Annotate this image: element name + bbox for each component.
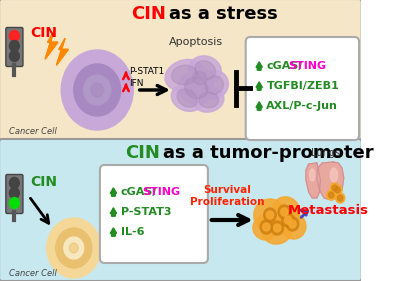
Text: TGFBI/ZEB1: TGFBI/ZEB1 (266, 81, 339, 91)
Text: Metastasis: Metastasis (288, 203, 369, 216)
Text: P-STAT1: P-STAT1 (130, 67, 165, 76)
Ellipse shape (254, 199, 286, 231)
Ellipse shape (310, 169, 315, 181)
Circle shape (10, 187, 19, 198)
Circle shape (328, 192, 334, 198)
Circle shape (47, 218, 101, 278)
Circle shape (332, 185, 338, 191)
Circle shape (69, 243, 78, 253)
Circle shape (260, 220, 273, 234)
Polygon shape (110, 208, 117, 216)
Circle shape (333, 185, 342, 195)
Circle shape (10, 178, 19, 189)
Ellipse shape (330, 168, 338, 182)
Polygon shape (256, 82, 262, 90)
Circle shape (273, 224, 281, 232)
Circle shape (336, 193, 345, 203)
Ellipse shape (189, 56, 221, 84)
Ellipse shape (262, 216, 292, 244)
Circle shape (61, 50, 133, 130)
Ellipse shape (194, 88, 224, 112)
Text: Apoptosis: Apoptosis (169, 37, 223, 47)
Circle shape (278, 205, 291, 219)
Circle shape (266, 211, 273, 219)
Ellipse shape (189, 68, 211, 88)
Ellipse shape (276, 207, 300, 229)
Text: STING: STING (288, 61, 326, 71)
Polygon shape (317, 162, 344, 200)
Ellipse shape (273, 197, 300, 223)
Circle shape (91, 83, 103, 97)
Ellipse shape (177, 89, 197, 107)
Text: P-STAT3: P-STAT3 (121, 207, 171, 217)
Circle shape (284, 216, 292, 224)
Ellipse shape (253, 216, 278, 240)
Text: IFN: IFN (130, 80, 144, 89)
Ellipse shape (205, 76, 223, 94)
Circle shape (282, 213, 294, 227)
Text: CIN: CIN (126, 144, 160, 162)
Polygon shape (110, 188, 117, 196)
Ellipse shape (200, 71, 229, 99)
Circle shape (84, 75, 111, 105)
Circle shape (10, 31, 19, 42)
Polygon shape (45, 31, 58, 59)
Text: STING: STING (142, 187, 180, 197)
Circle shape (281, 208, 288, 216)
Circle shape (271, 221, 284, 235)
Text: as a stress: as a stress (169, 5, 278, 23)
Circle shape (286, 217, 299, 231)
Polygon shape (110, 228, 117, 236)
Text: CIN: CIN (30, 175, 58, 189)
Circle shape (327, 190, 336, 200)
Polygon shape (256, 102, 262, 110)
Ellipse shape (199, 92, 219, 108)
Ellipse shape (281, 213, 306, 239)
Text: AXL/P-c-Jun: AXL/P-c-Jun (266, 101, 338, 111)
FancyBboxPatch shape (0, 139, 362, 281)
Circle shape (263, 223, 270, 231)
Circle shape (330, 183, 339, 193)
FancyBboxPatch shape (246, 37, 359, 140)
FancyBboxPatch shape (100, 165, 208, 263)
Ellipse shape (178, 72, 214, 104)
Polygon shape (57, 39, 68, 65)
Ellipse shape (165, 60, 204, 90)
Text: Cancer Cell: Cancer Cell (9, 269, 57, 278)
Text: Cancer Cell: Cancer Cell (9, 128, 57, 137)
Text: Lungs: Lungs (311, 148, 340, 158)
Text: CIN: CIN (30, 26, 58, 40)
Ellipse shape (184, 77, 208, 99)
Text: cGAS/: cGAS/ (266, 61, 303, 71)
Ellipse shape (195, 61, 215, 80)
Circle shape (264, 208, 276, 222)
Ellipse shape (193, 71, 207, 85)
Circle shape (74, 64, 121, 116)
Circle shape (289, 220, 296, 228)
FancyBboxPatch shape (6, 28, 23, 67)
Circle shape (335, 187, 340, 193)
Text: Survival
Proliferation: Survival Proliferation (190, 185, 264, 207)
Text: as a tumor-promoter: as a tumor-promoter (163, 144, 373, 162)
Circle shape (10, 198, 19, 209)
Ellipse shape (171, 85, 203, 111)
Circle shape (10, 51, 19, 62)
Circle shape (56, 228, 92, 268)
Text: CIN: CIN (132, 5, 166, 23)
Polygon shape (256, 62, 262, 70)
Circle shape (64, 237, 84, 259)
Polygon shape (306, 163, 320, 198)
Circle shape (10, 40, 19, 51)
FancyBboxPatch shape (6, 175, 23, 214)
Text: IL-6: IL-6 (121, 227, 144, 237)
Circle shape (338, 195, 343, 201)
FancyBboxPatch shape (0, 0, 362, 141)
Ellipse shape (172, 65, 197, 85)
Text: cGAS/: cGAS/ (121, 187, 157, 197)
